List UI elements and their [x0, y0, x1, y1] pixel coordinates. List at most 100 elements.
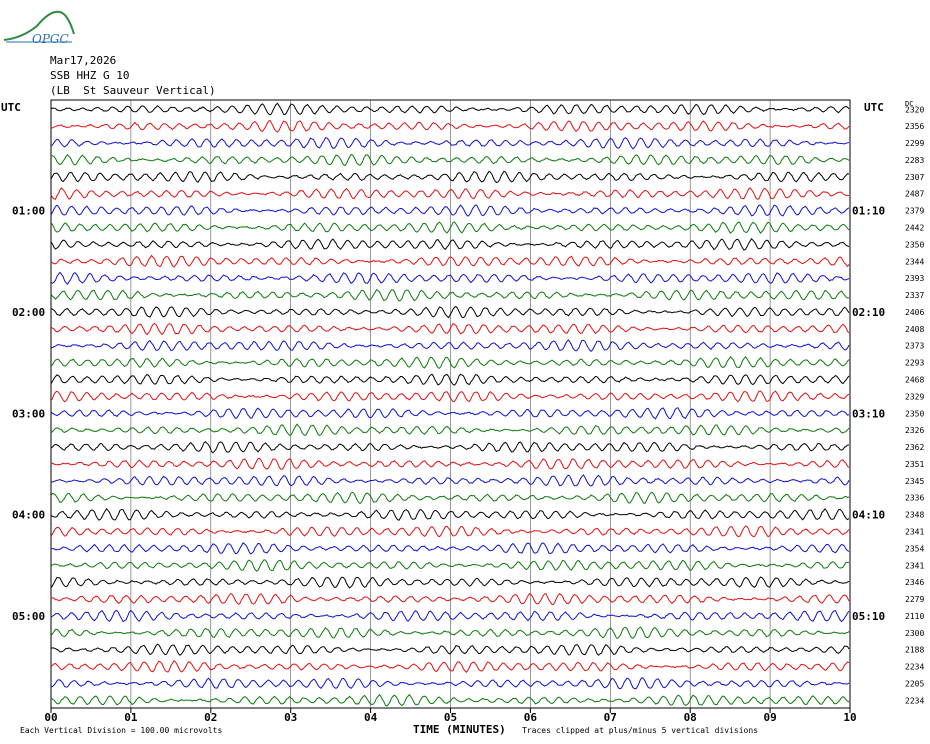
- dc-offset-label: 2283: [905, 156, 924, 165]
- seismic-trace: [50, 693, 850, 707]
- seismic-trace: [50, 355, 850, 369]
- seismic-trace: [50, 238, 850, 251]
- seismic-trace: [50, 271, 850, 285]
- x-tick-label: 04: [364, 711, 378, 724]
- opgc-logo: OPGC: [2, 4, 82, 46]
- dc-header-label: DC: [905, 100, 913, 108]
- seismic-trace: [50, 289, 850, 302]
- x-axis-title: TIME (MINUTES): [413, 723, 506, 736]
- footer-scale-note: Each Vertical Division = 100.00 microvol…: [20, 726, 222, 735]
- seismic-trace: [50, 643, 850, 656]
- dc-offset-label: 2345: [905, 477, 924, 486]
- seismic-trace: [50, 119, 850, 133]
- dc-offset-label: 2329: [905, 392, 924, 401]
- time-label-right: 04:10: [852, 509, 885, 522]
- dc-offset-label: 2299: [905, 139, 924, 148]
- seismic-trace: [50, 457, 850, 470]
- dc-offset-label: 2373: [905, 342, 924, 351]
- dc-offset-label: 2442: [905, 224, 924, 233]
- seismic-trace: [50, 423, 850, 437]
- time-label-right: 01:10: [852, 205, 885, 218]
- dc-offset-label: 2356: [905, 122, 924, 131]
- dc-offset-label: 2188: [905, 646, 924, 655]
- time-label-right: 02:10: [852, 306, 885, 319]
- dc-offset-label: 2354: [905, 544, 924, 553]
- seismic-trace: [50, 322, 850, 336]
- dc-offset-label: 2348: [905, 511, 924, 520]
- seismic-trace: [50, 609, 850, 623]
- time-label-right: 03:10: [852, 407, 885, 420]
- seismic-trace: [50, 474, 850, 487]
- x-tick-label: 08: [684, 711, 697, 724]
- seismic-trace: [50, 677, 850, 690]
- x-tick-label: 07: [604, 711, 617, 724]
- seismic-trace: [50, 592, 850, 605]
- x-tick-label: 00: [44, 711, 57, 724]
- utc-left-label: UTC: [1, 101, 21, 114]
- x-tick-label: 10: [843, 711, 856, 724]
- dc-offset-label: 2393: [905, 274, 924, 283]
- seismic-trace: [50, 390, 850, 403]
- dc-offset-label: 2362: [905, 443, 924, 452]
- seismic-trace: [50, 559, 850, 572]
- time-label-left: 03:00: [12, 407, 45, 420]
- dc-offset-label: 2336: [905, 494, 924, 503]
- dc-offset-label: 2408: [905, 325, 924, 334]
- time-label-left: 02:00: [12, 306, 45, 319]
- time-label-right: 05:10: [852, 610, 885, 623]
- dc-offset-label: 2344: [905, 257, 924, 266]
- date-label: Mar17,2026: [50, 54, 117, 67]
- dc-offset-label: 2293: [905, 359, 924, 368]
- seismic-trace: [50, 508, 850, 521]
- logo-text: OPGC: [32, 32, 69, 46]
- seismic-trace: [50, 660, 850, 673]
- dc-offset-label: 2307: [905, 173, 924, 182]
- seismic-trace: [50, 170, 850, 184]
- seismic-trace: [50, 491, 850, 505]
- x-tick-label: 01: [124, 711, 138, 724]
- dc-offset-label: 2110: [905, 612, 924, 621]
- seismic-trace: [50, 407, 850, 420]
- dc-offset-label: 2468: [905, 376, 924, 385]
- seismic-trace: [50, 339, 850, 352]
- dc-offset-label: 2300: [905, 629, 924, 638]
- seismic-trace: [50, 305, 850, 319]
- utc-right-label: UTC: [864, 101, 884, 114]
- dc-offset-label: 2487: [905, 190, 924, 199]
- dc-offset-label: 2350: [905, 409, 924, 418]
- seismic-trace: [50, 441, 850, 454]
- dc-offset-label: 2346: [905, 578, 924, 587]
- x-tick-label: 06: [524, 711, 538, 724]
- seismic-trace: [50, 626, 850, 639]
- seismic-trace: [50, 137, 850, 150]
- x-tick-label: 09: [763, 711, 776, 724]
- x-tick-label: 02: [204, 711, 217, 724]
- dc-offset-label: 2350: [905, 240, 924, 249]
- dc-offset-label: 2341: [905, 528, 924, 537]
- dc-offset-label: 2320: [905, 105, 924, 114]
- dc-offset-label: 2406: [905, 308, 924, 317]
- x-tick-label: 05: [444, 711, 457, 724]
- seismic-trace: [50, 576, 850, 589]
- dc-offset-label: 2205: [905, 680, 924, 689]
- seismic-trace: [50, 187, 849, 200]
- dc-offset-label: 2351: [905, 460, 924, 469]
- seismic-trace: [50, 542, 850, 555]
- time-label-left: 05:00: [12, 610, 45, 623]
- location-label: (LB St Sauveur Vertical): [50, 84, 216, 97]
- time-label-left: 04:00: [12, 509, 45, 522]
- seismic-trace: [50, 525, 850, 538]
- seismic-trace: [50, 154, 850, 167]
- dc-offset-label: 2279: [905, 595, 924, 604]
- x-tick-label: 03: [284, 711, 297, 724]
- station-label: SSB HHZ G 10: [50, 69, 130, 82]
- footer-clip-note: Traces clipped at plus/minus 5 vertical …: [522, 726, 758, 735]
- dc-offset-label: 2337: [905, 291, 924, 300]
- seismic-trace: [50, 204, 850, 217]
- dc-offset-label: 2326: [905, 426, 924, 435]
- dc-offset-label: 2234: [905, 696, 924, 705]
- dc-offset-label: 2234: [905, 663, 924, 672]
- time-label-left: 01:00: [12, 205, 45, 218]
- dc-offset-label: 2379: [905, 207, 924, 216]
